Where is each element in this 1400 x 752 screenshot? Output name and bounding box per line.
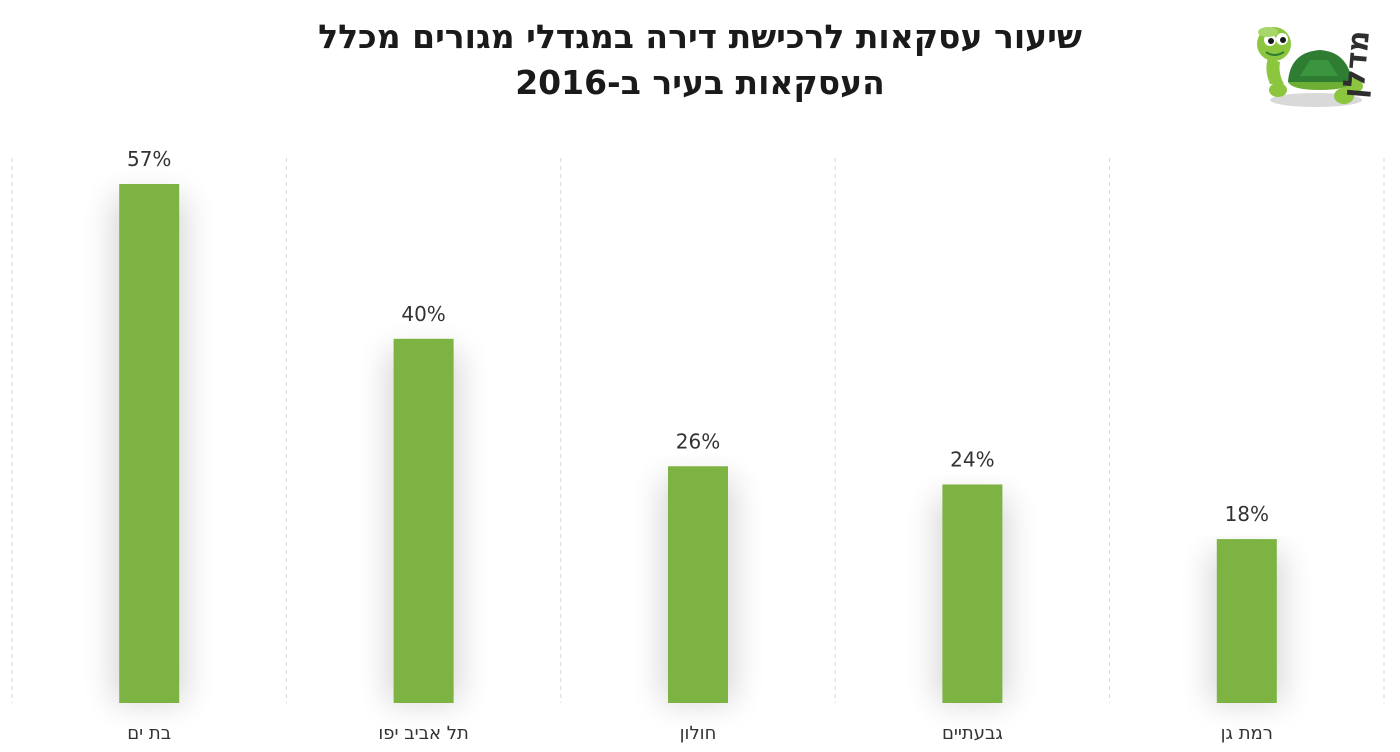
data-labels: 57% 40% 26% 24% 18% xyxy=(127,147,1269,526)
chart-title: שיעור עסקאות לרכישת דירה במגדלי מגורים מ… xyxy=(200,14,1200,106)
data-label: 24% xyxy=(950,447,994,471)
chart-title-line-1: שיעור עסקאות לרכישת דירה במגדלי מגורים מ… xyxy=(318,17,1082,56)
bar xyxy=(1216,539,1277,703)
data-label: 40% xyxy=(401,302,445,326)
bars xyxy=(119,184,1277,703)
bar xyxy=(668,466,728,703)
bar xyxy=(942,484,1003,703)
logo-text: מדלן xyxy=(1336,29,1377,100)
logo: מדלן xyxy=(1257,27,1377,107)
data-label: 18% xyxy=(1225,502,1269,526)
bar xyxy=(119,184,180,703)
x-tick-label: חולון xyxy=(680,723,717,744)
bar xyxy=(393,338,454,703)
turtle-icon xyxy=(1257,27,1363,107)
data-label: 26% xyxy=(676,429,720,453)
x-axis-tick-labels: בת ים תל אביב יפו חולון גבעתיים רמת גן xyxy=(127,723,1273,744)
x-tick-label: בת ים xyxy=(127,723,171,744)
data-label: 57% xyxy=(127,147,171,171)
x-tick-label: תל אביב יפו xyxy=(378,723,469,744)
x-tick-label: רמת גן xyxy=(1221,723,1273,744)
chart-title-line-2: העסקאות בעיר ב-2016 xyxy=(515,63,885,102)
gridlines xyxy=(11,158,1385,703)
x-tick-label: גבעתיים xyxy=(942,723,1003,744)
